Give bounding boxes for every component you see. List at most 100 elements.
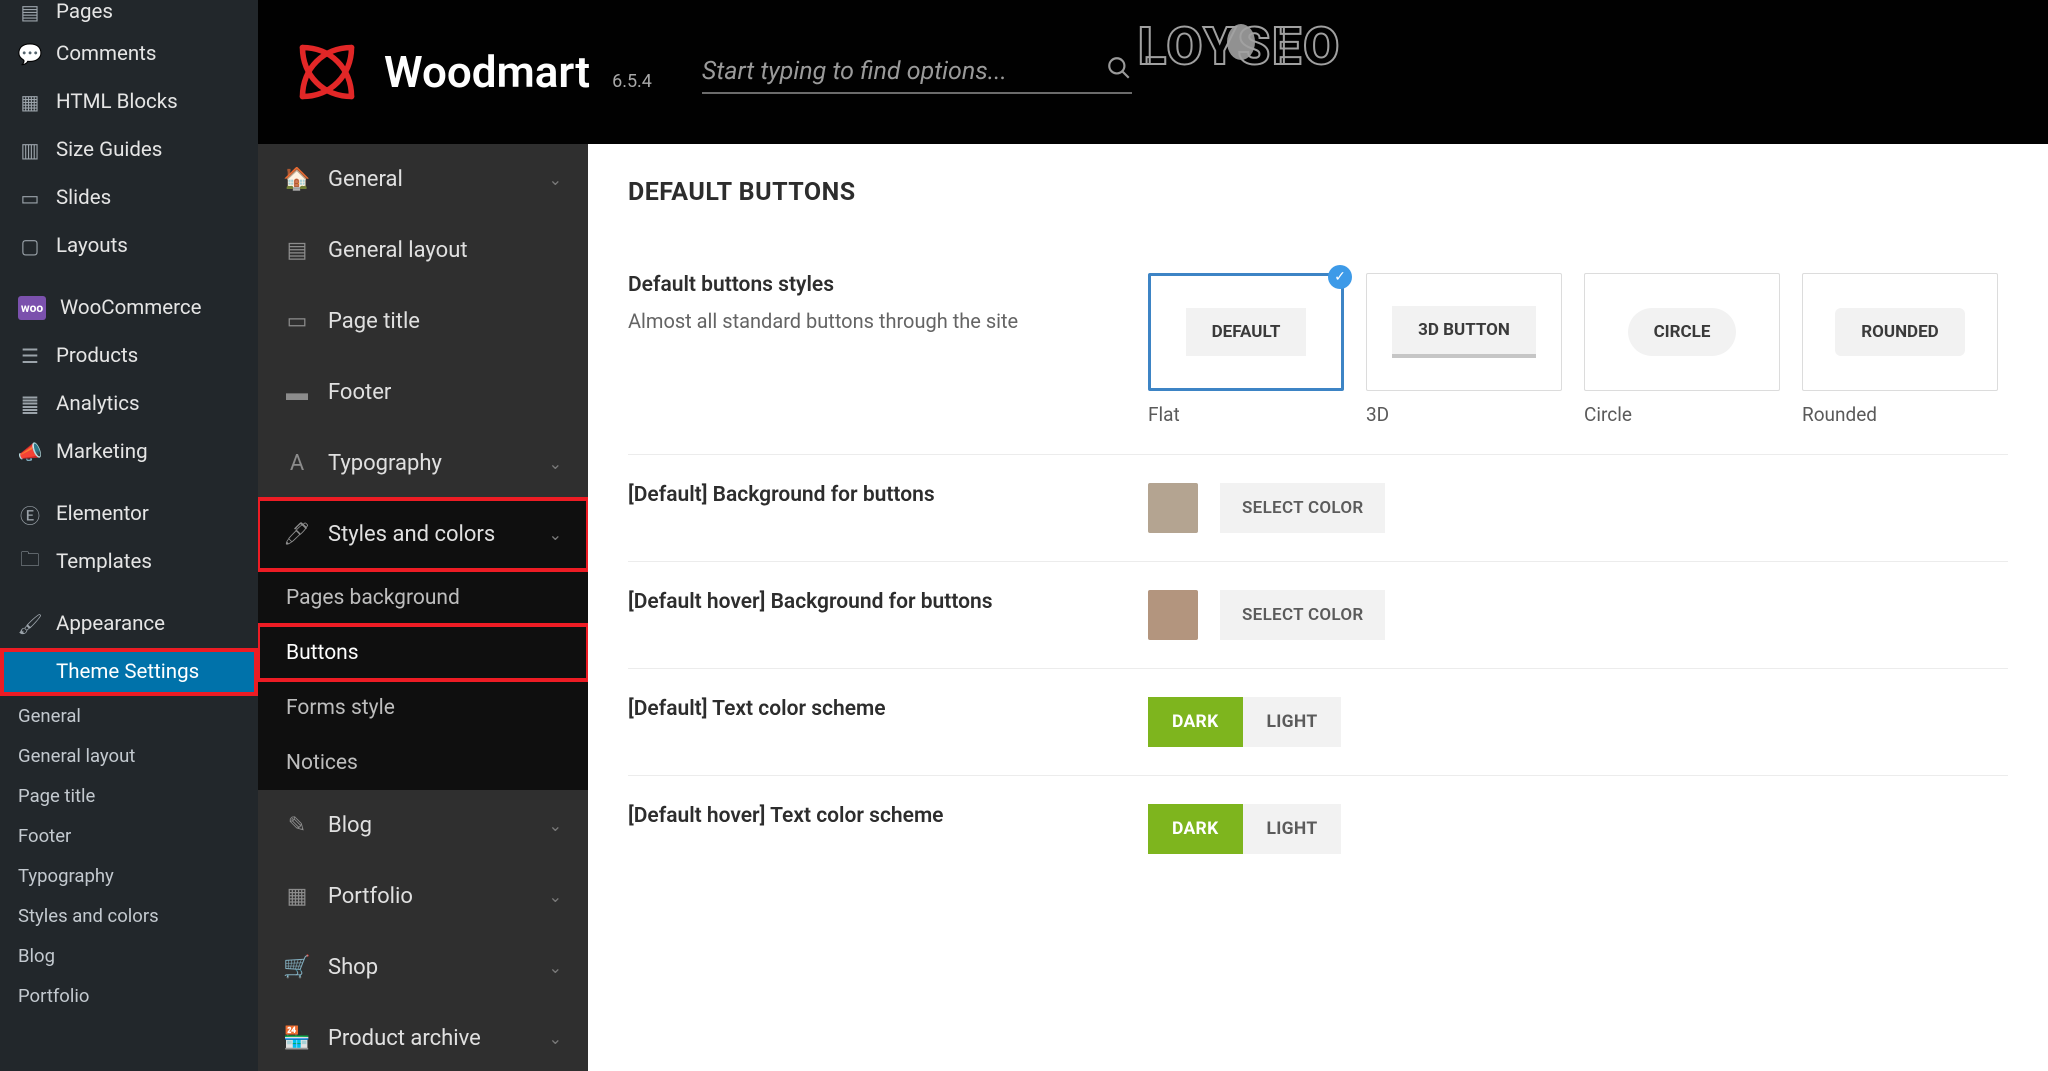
toggle-dark[interactable]: DARK	[1148, 804, 1243, 854]
sidebar-sub-general-layout[interactable]: General layout	[0, 736, 258, 776]
sidebar-sub-general[interactable]: General	[0, 696, 258, 736]
style-option-label: Flat	[1148, 403, 1344, 426]
tnav-general-layout[interactable]: ▤ General layout	[258, 215, 588, 286]
color-swatch[interactable]	[1148, 483, 1198, 533]
content-panel: DEFAULT BUTTONS Default buttons styles A…	[588, 144, 2048, 1071]
theme-settings-icon	[18, 660, 42, 684]
typography-icon: A	[284, 451, 310, 477]
tnav-label: Page title	[328, 309, 420, 334]
style-option-circle[interactable]: CIRCLE	[1584, 273, 1780, 391]
sidebar-item-woocommerce[interactable]: woo WooCommerce	[0, 284, 258, 332]
sidebar-item-comments[interactable]: 💬 Comments	[0, 30, 258, 78]
search-icon[interactable]	[1106, 55, 1132, 88]
sidebar-item-slides[interactable]: ▭ Slides	[0, 174, 258, 222]
chevron-down-icon: ⌄	[549, 958, 562, 977]
row-desc: Almost all standard buttons through the …	[628, 309, 1148, 333]
row-title: [Default] Background for buttons	[628, 483, 1148, 507]
color-swatch[interactable]	[1148, 590, 1198, 640]
row-title: [Default hover] Background for buttons	[628, 590, 1148, 614]
sidebar-item-analytics[interactable]: ䷀ Analytics	[0, 380, 258, 428]
sidebar-item-appearance[interactable]: 🖌 Appearance	[0, 600, 258, 648]
row-hover-bg: [Default hover] Background for buttons S…	[628, 562, 2008, 669]
tnav-general[interactable]: 🏠 General ⌄	[258, 144, 588, 215]
row-button-styles: Default buttons styles Almost all standa…	[628, 245, 2008, 455]
layouts-icon: ▢	[18, 234, 42, 258]
sidebar-sub-typography[interactable]: Typography	[0, 856, 258, 896]
sidebar-item-layouts[interactable]: ▢ Layouts	[0, 222, 258, 270]
sidebar-item-marketing[interactable]: 📣 Marketing	[0, 428, 258, 476]
sidebar-label: Appearance	[56, 612, 165, 636]
sidebar-item-html-blocks[interactable]: ▦ HTML Blocks	[0, 78, 258, 126]
analytics-icon: ䷀	[18, 392, 42, 416]
style-option-flat[interactable]: DEFAULT✓	[1148, 273, 1344, 391]
search-container	[702, 51, 1132, 94]
tnav-footer[interactable]: ▬ Footer	[258, 357, 588, 428]
sidebar-item-templates[interactable]: 🗀 Templates	[0, 538, 258, 586]
settings-body: 🏠 General ⌄ ▤ General layout ▭ Page titl…	[258, 144, 2048, 1071]
tnav-typography[interactable]: A Typography ⌄	[258, 428, 588, 499]
tnav-sub-pages-background[interactable]: Pages background	[258, 570, 588, 625]
sidebar-label: Layouts	[56, 234, 128, 258]
select-color-button[interactable]: SELECT COLOR	[1220, 590, 1385, 640]
segmented-toggle: DARK LIGHT	[1148, 697, 1341, 747]
style-preview: DEFAULT	[1186, 308, 1307, 356]
tnav-label: Footer	[328, 380, 391, 405]
tnav-blog[interactable]: ✎ Blog ⌄	[258, 790, 588, 861]
tnav-page-title[interactable]: ▭ Page title	[258, 286, 588, 357]
portfolio-icon: ▦	[284, 884, 310, 910]
sidebar-label: HTML Blocks	[56, 90, 178, 114]
tnav-label: General	[328, 167, 403, 192]
style-option-label: Rounded	[1802, 403, 1998, 426]
archive-icon: 🏪	[284, 1026, 310, 1052]
sidebar-sub-footer[interactable]: Footer	[0, 816, 258, 856]
woo-icon: woo	[18, 296, 46, 320]
tnav-label: Portfolio	[328, 884, 413, 909]
sidebar-label: Marketing	[56, 440, 148, 464]
appearance-icon: 🖌	[18, 612, 42, 636]
blog-icon: ✎	[284, 813, 310, 839]
tnav-sub-buttons[interactable]: Buttons	[258, 625, 588, 680]
sidebar-item-size-guides[interactable]: ▥ Size Guides	[0, 126, 258, 174]
chevron-down-icon: ⌄	[549, 170, 562, 189]
sidebar-label: WooCommerce	[60, 296, 201, 320]
svg-text:LOYSEO: LOYSEO	[1138, 16, 1341, 77]
tnav-sub-forms-style[interactable]: Forms style	[258, 680, 588, 735]
sidebar-sub-blog[interactable]: Blog	[0, 936, 258, 976]
tnav-shop[interactable]: 🛒 Shop ⌄	[258, 932, 588, 1003]
toggle-light[interactable]: LIGHT	[1243, 697, 1342, 747]
sidebar-label: Elementor	[56, 502, 149, 526]
layout-icon: ▤	[284, 238, 310, 264]
select-color-button[interactable]: SELECT COLOR	[1220, 483, 1385, 533]
sidebar-item-products[interactable]: ☰ Products	[0, 332, 258, 380]
style-option-rounded[interactable]: ROUNDED	[1802, 273, 1998, 391]
title-icon: ▭	[284, 309, 310, 335]
sidebar-sub-page-title[interactable]: Page title	[0, 776, 258, 816]
sidebar-sub-portfolio[interactable]: Portfolio	[0, 976, 258, 1016]
stage: Woodmart 6.5.4 LOYSEO 🏠 General	[258, 0, 2048, 1071]
version-label: 6.5.4	[612, 71, 652, 92]
sidebar-item-theme-settings[interactable]: Theme Settings	[0, 648, 258, 696]
products-icon: ☰	[18, 344, 42, 368]
sidebar-sub-styles-colors[interactable]: Styles and colors	[0, 896, 258, 936]
sidebar-item-elementor[interactable]: Ⓔ Elementor	[0, 490, 258, 538]
tnav-styles-colors[interactable]: 🖊 Styles and colors ⌄	[258, 499, 588, 570]
comment-icon: 💬	[18, 42, 42, 66]
toggle-dark[interactable]: DARK	[1148, 697, 1243, 747]
tnav-sub-notices[interactable]: Notices	[258, 735, 588, 790]
sidebar-label: Slides	[56, 186, 111, 210]
style-option-threeD[interactable]: 3D BUTTON	[1366, 273, 1562, 391]
tnav-product-archive[interactable]: 🏪 Product archive ⌄	[258, 1003, 588, 1071]
search-input[interactable]	[702, 57, 1098, 86]
tnav-portfolio[interactable]: ▦ Portfolio ⌄	[258, 861, 588, 932]
toggle-light[interactable]: LIGHT	[1243, 804, 1342, 854]
row-default-bg: [Default] Background for buttons SELECT …	[628, 455, 2008, 562]
sidebar-label: Size Guides	[56, 138, 162, 162]
brand-name: Woodmart	[384, 46, 590, 98]
sidebar-item-pages[interactable]: ▤ Pages	[0, 0, 258, 30]
row-text-scheme: [Default] Text color scheme DARK LIGHT	[628, 669, 2008, 776]
watermark: LOYSEO	[1138, 14, 1398, 84]
chevron-down-icon: ⌄	[549, 1029, 562, 1048]
tnav-label: Typography	[328, 451, 442, 476]
chevron-down-icon: ⌄	[549, 816, 562, 835]
brush-icon: 🖊	[284, 522, 310, 548]
